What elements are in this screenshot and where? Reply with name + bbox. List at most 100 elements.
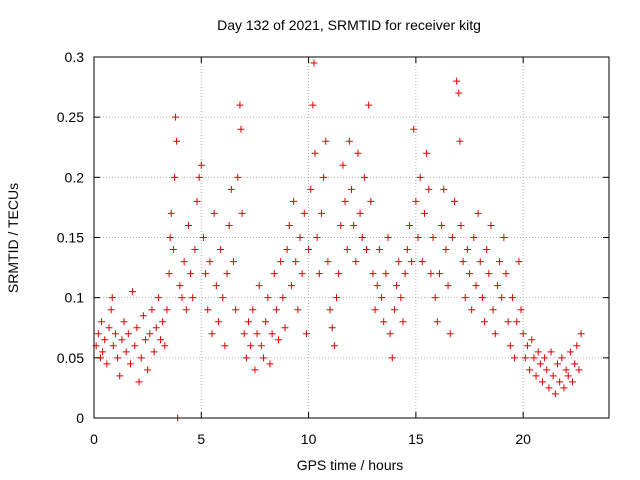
data-point [345,137,353,145]
data-point [270,270,278,278]
data-point [493,282,501,290]
data-point [163,306,171,314]
data-point [275,336,283,344]
data-point [356,209,364,217]
data-point [562,366,570,374]
data-point [122,348,130,356]
data-point [159,318,167,326]
data-point [363,246,371,254]
data-point [388,354,396,362]
data-point [384,234,392,241]
y-tick-label: 0.3 [65,49,85,65]
data-point [532,372,540,380]
x-axis-title: GPS time / hours [297,457,404,473]
data-point [560,384,568,392]
data-point [448,234,456,241]
data-point [390,306,398,314]
data-point [549,372,557,380]
data-point [161,342,169,350]
data-point [395,258,403,266]
data-point [120,318,128,326]
data-point [172,113,180,121]
data-point [307,185,315,193]
data-point [438,221,446,229]
data-point [249,306,257,314]
axis-ticks: 0 5 10 15 20 0 0.05 0.1 0.15 0.2 0.25 0.3 [57,49,609,447]
data-point [142,336,149,344]
data-point [382,270,390,278]
data-point [199,234,207,241]
data-point [245,318,252,326]
data-point [232,306,240,314]
data-point [354,149,362,157]
data-point [378,294,386,302]
data-point [373,282,381,290]
data-point [129,288,137,296]
data-point [150,348,158,356]
data-point [554,360,561,368]
data-point [566,348,574,356]
data-point [410,125,418,133]
data-point [483,246,491,254]
data-point [137,354,145,362]
data-point [369,270,377,278]
data-point [210,209,218,217]
data-point [170,173,178,181]
data-point [105,324,113,332]
data-point [412,197,420,205]
data-point [197,161,205,169]
data-point [225,221,233,229]
data-point [508,294,516,302]
data-point [101,336,109,344]
data-point [405,221,413,229]
data-point [212,282,220,290]
data-point [166,234,174,241]
data-point [420,209,428,217]
data-point [487,221,495,229]
data-point [536,360,544,368]
data-point [455,89,463,97]
data-point [470,234,478,241]
y-tick-label: 0.05 [57,350,84,366]
data-point [491,330,499,338]
data-point [453,77,461,85]
data-point [472,282,480,290]
data-point [341,197,349,205]
data-point [425,185,433,193]
data-point [506,342,514,350]
y-tick-label: 0.2 [65,169,85,185]
data-point [577,330,585,338]
data-point [386,330,394,338]
data-point [262,318,270,326]
data-point [193,197,201,205]
y-axis-title: SRMTID / TECUs [5,183,21,293]
data-point [337,221,345,229]
data-point [451,197,458,205]
data-point [326,306,334,314]
data-point [575,366,583,374]
data-point [118,336,126,344]
data-point [474,209,482,217]
data-point [296,234,304,241]
data-point [360,173,368,181]
data-point [247,342,255,350]
data-point [182,306,190,314]
data-point [272,306,280,314]
data-point [208,330,216,338]
data-point [511,354,519,362]
data-point [277,258,285,266]
data-point [237,125,245,133]
data-point [442,246,450,254]
data-point [266,360,274,368]
x-tick-label: 20 [515,431,531,447]
data-point [311,149,319,157]
data-point [148,306,156,314]
data-point [515,258,523,266]
data-point [496,258,504,266]
data-point [350,221,358,229]
data-point [459,258,467,266]
data-point [223,270,231,278]
data-point [221,342,229,350]
data-point [468,306,476,314]
